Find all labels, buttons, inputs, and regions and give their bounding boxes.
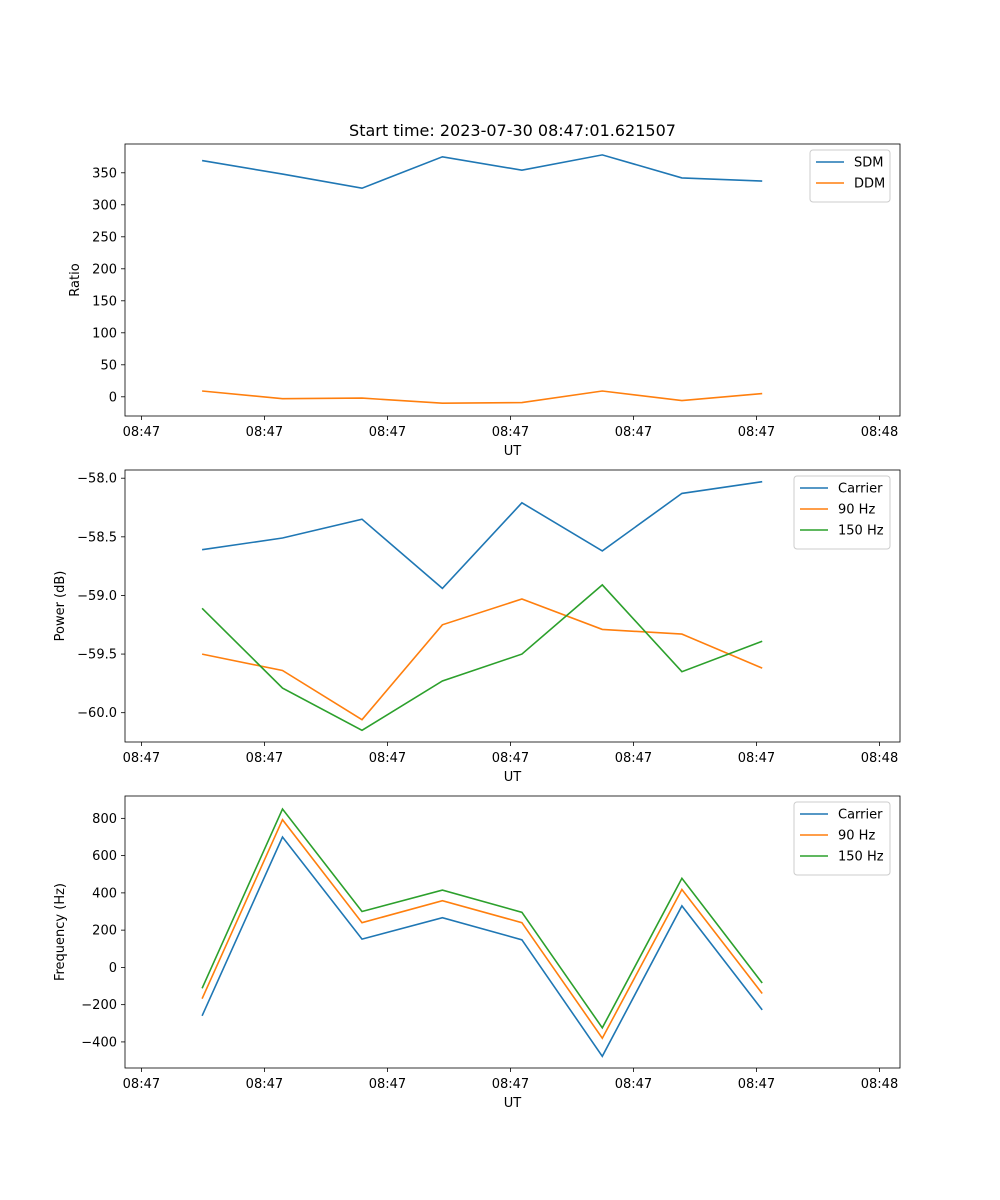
series-line-carrier [201, 835, 763, 1058]
series-line-90-hz [201, 818, 763, 1040]
x-tick-label: 08:47 [369, 751, 406, 766]
x-axis-label: UT [504, 770, 522, 785]
x-tick-label: 08:47 [246, 425, 283, 440]
y-tick-label: 50 [100, 358, 117, 373]
legend: Carrier 90 Hz 150 Hz [793, 475, 891, 550]
y-tick-label: −60.0 [77, 706, 117, 721]
x-tick-label: 08:47 [738, 425, 775, 440]
x-axis-label: UT [504, 444, 522, 459]
x-tick-label: 08:47 [246, 1077, 283, 1092]
y-tick-label: 400 [92, 886, 117, 901]
x-tick-label: 08:47 [492, 751, 529, 766]
y-tick-label: −200 [81, 998, 117, 1013]
x-tick-label: 08:47 [492, 1077, 529, 1092]
x-tick-label: 08:47 [738, 1077, 775, 1092]
x-tick-label: 08:47 [369, 425, 406, 440]
y-tick-label: −400 [81, 1035, 117, 1050]
x-tick-label: 08:47 [246, 751, 283, 766]
legend: SDM DDM [809, 149, 891, 203]
x-tick-label: 08:47 [123, 1077, 160, 1092]
chart-title: Start time: 2023-07-30 08:47:01.621507 [349, 121, 676, 140]
y-axis-label: Power (dB) [53, 571, 68, 642]
legend-label-ddm: DDM [854, 177, 885, 192]
plot-frame [124, 795, 901, 1069]
x-tick-label: 08:48 [861, 751, 898, 766]
legend-label-150-hz: 150 Hz [838, 524, 884, 539]
legend-label-90-hz: 90 Hz [838, 503, 875, 518]
legend-label-150-hz: 150 Hz [838, 850, 884, 865]
series-line-150-hz [201, 807, 763, 1030]
panel-3: −400 −200 0 200 400 600 800 08:47 08:47 08:47 08:4… [53, 795, 901, 1111]
legend-label-sdm: SDM [854, 156, 883, 171]
panel-1: Start time: 2023-07-30 08:47:01.621507 0 5… [68, 121, 901, 459]
x-tick-label: 08:48 [861, 425, 898, 440]
x-tick-label: 08:47 [738, 751, 775, 766]
y-tick-label: 150 [92, 294, 117, 309]
y-tick-label: 800 [92, 812, 117, 827]
y-tick-label: 200 [92, 262, 117, 277]
y-tick-label: −58.0 [77, 472, 117, 487]
y-tick-label: 0 [109, 961, 117, 976]
y-tick-label: 350 [92, 166, 117, 181]
y-tick-label: 600 [92, 849, 117, 864]
legend-label-carrier: Carrier [838, 808, 883, 823]
series-line-ddm [202, 390, 763, 405]
y-tick-label: 100 [92, 326, 117, 341]
y-tick-label: 200 [92, 924, 117, 939]
y-tick-label: −58.5 [77, 530, 117, 545]
x-tick-label: 08:47 [615, 1077, 652, 1092]
y-axis-label: Ratio [68, 263, 83, 296]
y-tick-label: 0 [109, 390, 117, 405]
x-tick-label: 08:47 [123, 751, 160, 766]
legend-box [809, 149, 891, 203]
x-axis-label: UT [504, 1096, 522, 1111]
legend: Carrier 90 Hz 150 Hz [793, 801, 891, 876]
series-line-150-hz [201, 583, 763, 732]
plot-frame [124, 143, 901, 417]
x-tick-label: 08:48 [861, 1077, 898, 1092]
y-tick-label: −59.0 [77, 589, 117, 604]
y-tick-label: 300 [92, 198, 117, 213]
x-tick-label: 08:47 [615, 751, 652, 766]
series-line-carrier [201, 480, 763, 590]
y-axis-label: Frequency (Hz) [53, 883, 68, 981]
y-tick-label: −59.5 [77, 648, 117, 663]
plot-frame [124, 469, 901, 743]
x-tick-label: 08:47 [369, 1077, 406, 1092]
x-tick-label: 08:47 [492, 425, 529, 440]
legend-label-carrier: Carrier [838, 482, 883, 497]
series-line-90-hz [201, 598, 763, 721]
x-tick-label: 08:47 [123, 425, 160, 440]
series-line-sdm [201, 154, 763, 190]
legend-label-90-hz: 90 Hz [838, 829, 875, 844]
x-tick-label: 08:47 [615, 425, 652, 440]
y-tick-label: 250 [92, 230, 117, 245]
panel-2: −60.0 −59.5 −59.0 −58.5 −58.0 08:47 08:47 08:47… [53, 469, 901, 785]
